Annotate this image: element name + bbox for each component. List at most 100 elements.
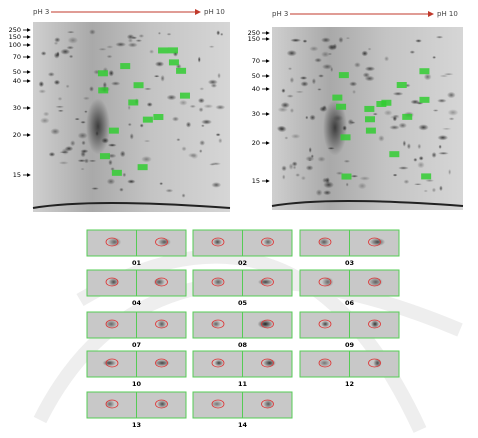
mw-label: 150 (248, 35, 260, 43)
gel-spot (398, 122, 407, 129)
panel-label: 05 (238, 299, 248, 307)
mw-label: 40 (252, 85, 260, 93)
gel-spot (106, 45, 114, 49)
gel-spot (317, 156, 326, 162)
gel-spot (106, 178, 116, 185)
gel-spot (135, 39, 143, 43)
gel-spot (345, 37, 351, 40)
gel-spot (398, 166, 409, 170)
gel-spot (197, 56, 201, 63)
spot-tag (179, 92, 190, 99)
gel-spot (431, 151, 437, 159)
panel-label: 02 (238, 259, 247, 267)
panel-circle (261, 358, 274, 368)
gel-spot (89, 86, 94, 92)
panel-label: 07 (132, 341, 141, 349)
spot-tag (402, 113, 413, 120)
ph-start: pH 3 (272, 10, 288, 18)
spot-tag (389, 151, 400, 158)
panel-spot (263, 238, 273, 246)
gel-spot (437, 98, 447, 103)
panel-spot (105, 319, 118, 329)
panel-circle (155, 399, 168, 409)
gel-spot (323, 181, 334, 189)
panel-circle (318, 237, 332, 247)
gel-spot (321, 51, 330, 58)
gel-spot (335, 171, 344, 175)
gel-spot (448, 117, 455, 121)
gel-spot (300, 175, 306, 181)
gel-spot (217, 72, 221, 79)
gel-spot (57, 109, 64, 112)
panel-circle (368, 358, 381, 368)
gel-spot (139, 123, 144, 128)
panel-label: 11 (238, 380, 248, 388)
gel-spot (127, 105, 131, 111)
gel-spot (181, 193, 186, 198)
gel-spot (60, 48, 71, 55)
gel-spot (149, 49, 155, 54)
gel-spot (319, 106, 328, 112)
gel-spot (343, 159, 351, 163)
panel-spot (263, 399, 274, 409)
mw-label: 70 (13, 53, 21, 61)
gel-spot (199, 140, 206, 146)
panel-spot (107, 237, 122, 247)
gel-spot (315, 189, 323, 196)
ph-end: pH 10 (437, 10, 458, 18)
gel-spot (321, 37, 331, 43)
gel-spot (38, 81, 45, 88)
gel-spot (290, 133, 301, 139)
gel-spot (327, 44, 336, 50)
gel-spot (210, 162, 222, 166)
spot-tag (376, 101, 387, 108)
gel-spot (413, 183, 423, 186)
panel-circle (105, 277, 119, 287)
gel-spot (448, 168, 452, 176)
gel-spot (218, 138, 223, 144)
spot-tag (381, 99, 392, 106)
panel-label: 03 (345, 259, 354, 267)
gel-spot (423, 73, 432, 81)
panel-spot (157, 400, 168, 408)
panel-spot (154, 359, 170, 367)
gel-spot (417, 161, 425, 169)
panel-label: 01 (132, 259, 142, 267)
spot-tag (365, 127, 376, 134)
panel-label: 08 (238, 341, 248, 349)
gel-spot (406, 143, 411, 150)
gel-spot (146, 102, 153, 107)
spot-tag (133, 82, 144, 89)
gel-spot (56, 51, 60, 57)
ph-end: pH 10 (204, 8, 225, 16)
panel-image (242, 311, 293, 339)
spot-tag (158, 47, 169, 54)
gel-spot (166, 94, 177, 101)
panel-label: 12 (345, 380, 354, 388)
gel-spot (378, 135, 385, 142)
spot-tag (128, 99, 139, 106)
gel-spot (127, 42, 138, 48)
gel-spot (127, 179, 136, 184)
gel-spot (80, 167, 85, 171)
gel-spot (295, 90, 304, 94)
gel-spot (281, 88, 286, 94)
gel-spot (50, 128, 61, 135)
gel-spot (215, 133, 221, 137)
gel-spot (61, 148, 70, 155)
gel-spot (157, 31, 162, 35)
panel-spot (108, 277, 119, 287)
gel-spot (309, 46, 319, 52)
gel-spot (80, 120, 86, 124)
panel-circle (261, 319, 274, 329)
gel-spot (291, 161, 298, 167)
spot-tag (168, 59, 179, 66)
gel-spot (286, 49, 297, 57)
gel-spot (284, 136, 289, 140)
panel-circle (105, 237, 119, 247)
panel-circle (211, 277, 225, 287)
gel-spot (198, 107, 204, 113)
gel-spot (286, 94, 294, 98)
gel-spot (66, 30, 75, 34)
gel-spot (70, 140, 76, 147)
